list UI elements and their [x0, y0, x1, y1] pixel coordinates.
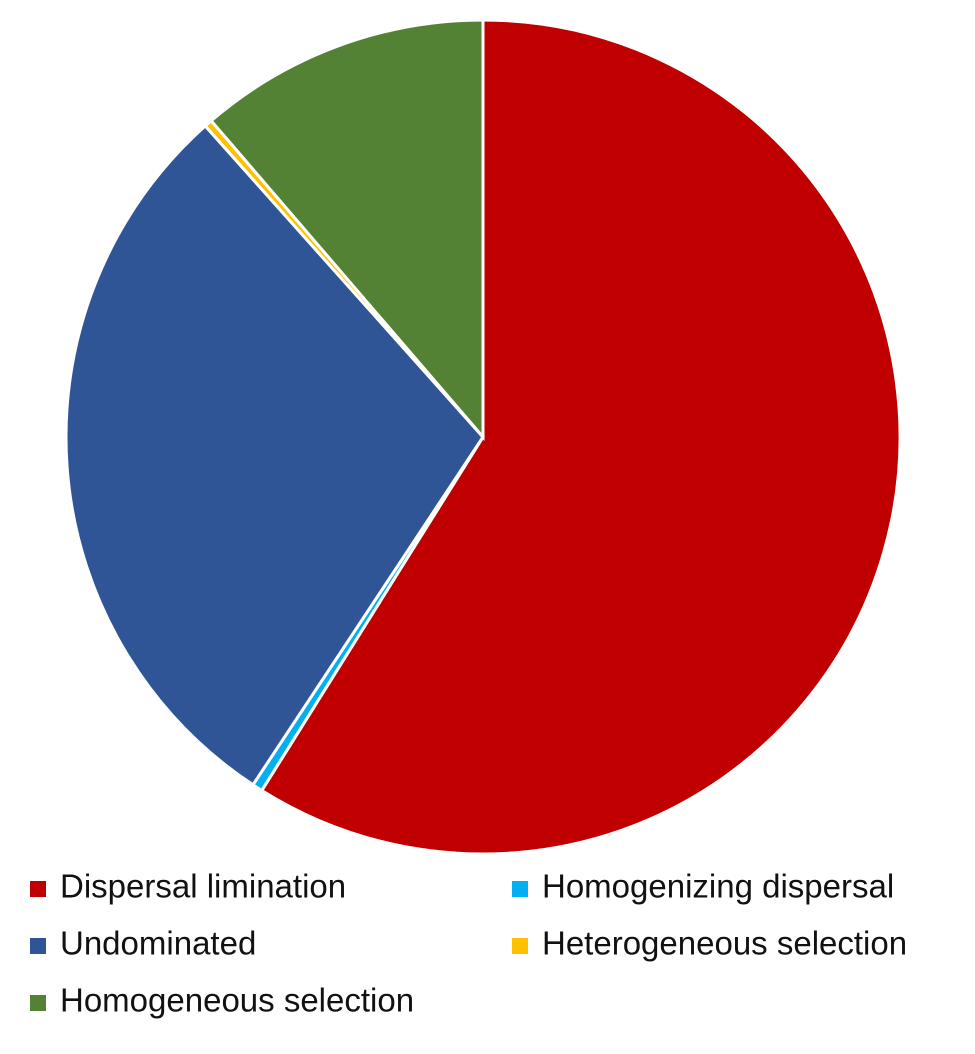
- legend-label: Heterogeneous selection: [542, 925, 907, 962]
- pie-slice: [209, 18, 485, 442]
- legend-marker: [30, 995, 46, 1011]
- legend-marker: [512, 938, 528, 954]
- legend-label: Homogeneous selection: [60, 982, 414, 1019]
- pie-slice: [64, 123, 485, 787]
- legend-label: Dispersal limination: [60, 868, 346, 905]
- legend-label: Homogenizing dispersal: [542, 868, 894, 905]
- legend-marker: [30, 881, 46, 897]
- legend-marker: [512, 881, 528, 897]
- legend-marker: [30, 938, 46, 954]
- legend-label: Undominated: [60, 925, 256, 962]
- pie-slice: [259, 18, 902, 856]
